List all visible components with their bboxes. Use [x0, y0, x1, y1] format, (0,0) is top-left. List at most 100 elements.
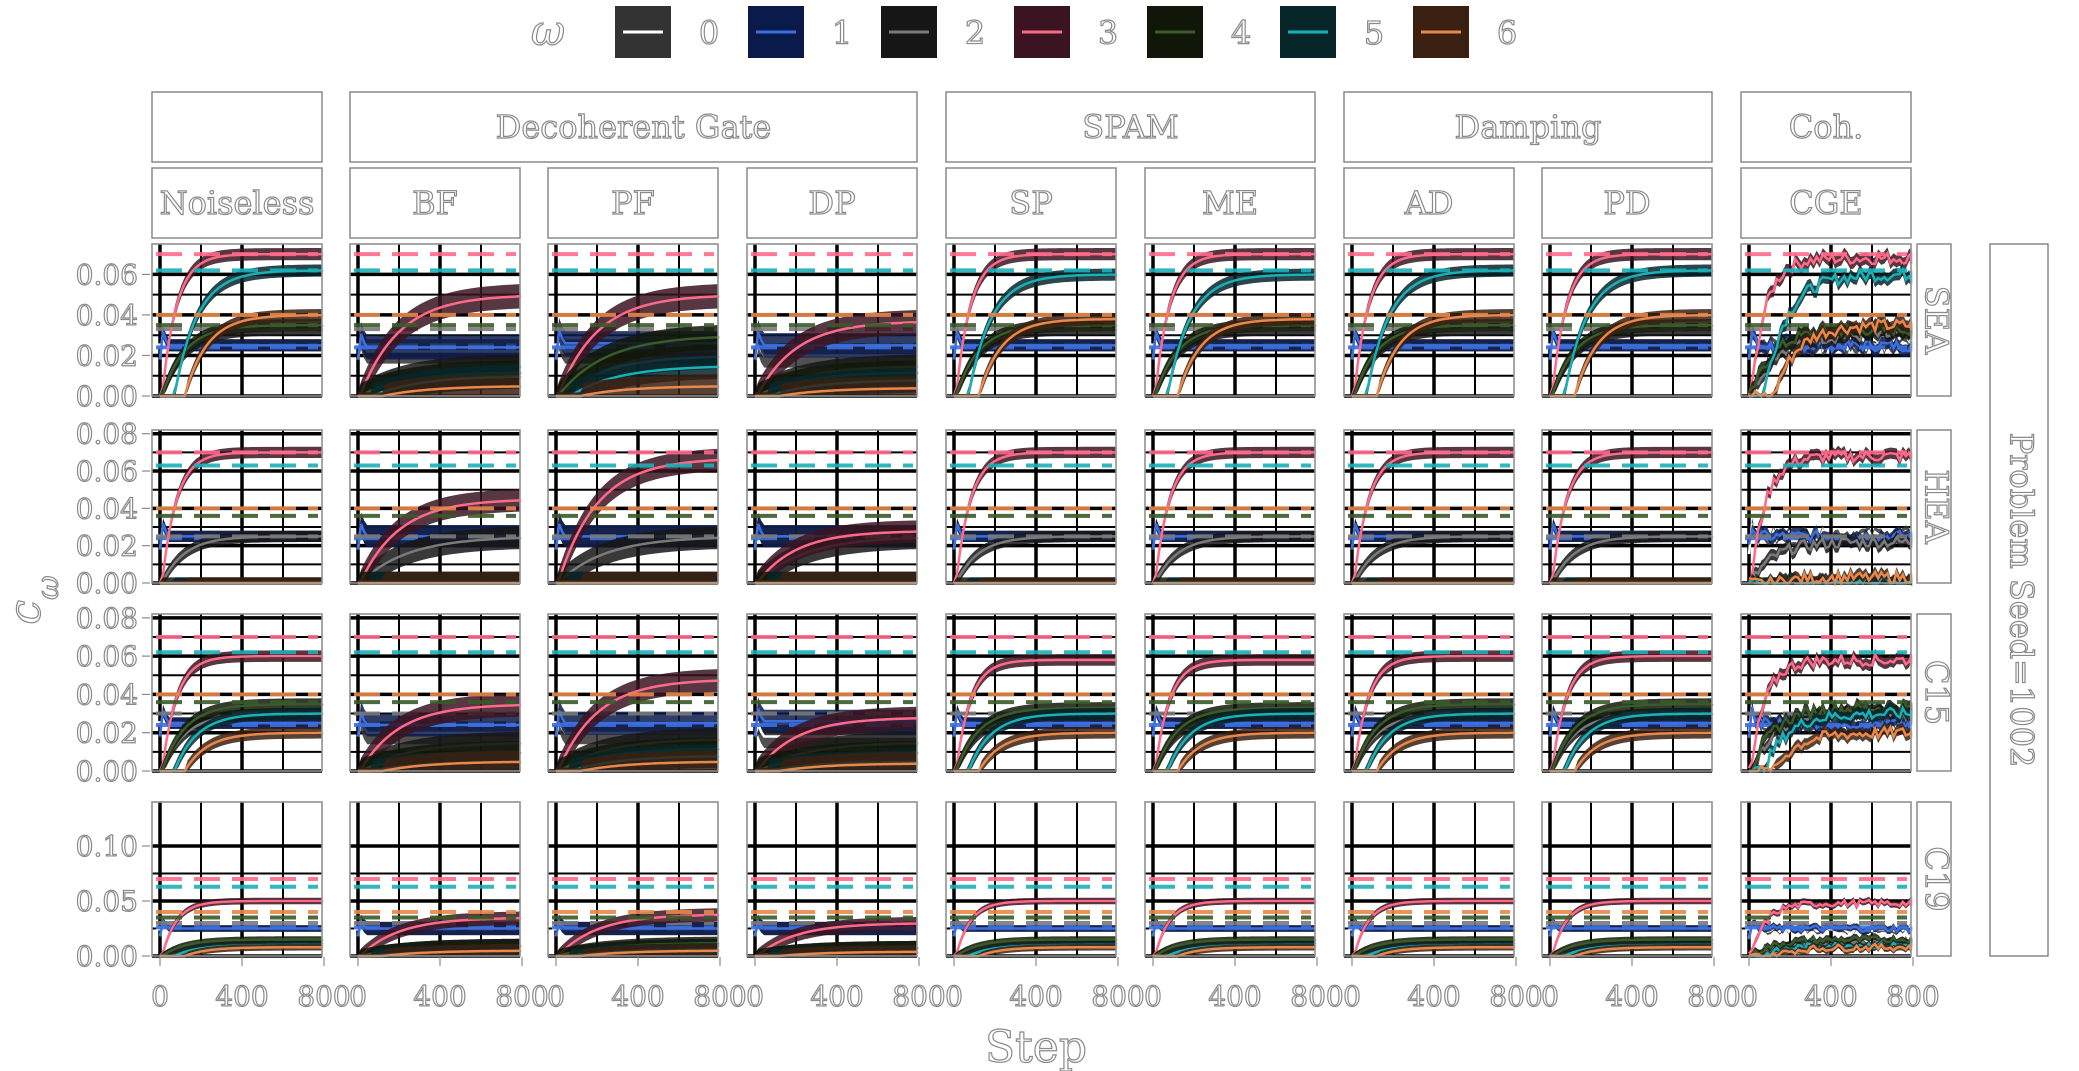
ribbon-series-6	[755, 752, 917, 771]
ytick-HEA-2: 0.04	[76, 492, 138, 525]
ytick-HEA-3: 0.06	[76, 455, 138, 488]
ribbon-series-6	[160, 577, 322, 583]
group-strip-label-3: Damping	[1455, 108, 1602, 146]
ribbon-series-3	[954, 897, 1116, 956]
ribbon-series-6	[358, 374, 520, 396]
line-series-3	[1549, 899, 1714, 957]
ribbon-series-6	[1550, 726, 1712, 771]
ribbon-series-4	[1550, 936, 1712, 956]
line-series-1	[753, 331, 917, 360]
ribbon-series-3	[755, 916, 917, 956]
panel-frame	[1541, 613, 1713, 772]
column-strip-CGE	[1740, 167, 1912, 239]
panel-frame	[349, 801, 521, 957]
line-series-3	[754, 717, 919, 773]
panel-C15-Noiseless	[151, 613, 324, 773]
ribbon-series-3	[1749, 247, 1911, 396]
column-strip-Noiseless	[151, 167, 323, 239]
ribbon-series-3	[358, 488, 520, 583]
group-strip-label-2: SPAM	[1082, 108, 1178, 146]
group-strip-2	[945, 91, 1316, 163]
legend-label-3: 3	[1098, 14, 1118, 52]
panel-HEA-PD	[1541, 429, 1714, 585]
ytick-HEA-0: 0.00	[76, 567, 138, 600]
xtick-AD-1: 400	[1407, 980, 1460, 1013]
row-strip-C19	[1916, 801, 1952, 957]
panel-frame	[1740, 613, 1912, 772]
panel-SEA-ME	[1144, 243, 1317, 398]
line-series-6	[1153, 317, 1317, 398]
line-series-5	[1550, 269, 1714, 398]
panel-frame	[945, 801, 1117, 957]
panel-C15-ME	[1144, 613, 1317, 773]
line-series-5	[1153, 273, 1317, 398]
ribbon-series-3	[556, 907, 718, 956]
panel-frame	[1343, 243, 1515, 397]
xtick-PD-2: 800	[1687, 980, 1740, 1013]
column-strip-label-AD: AD	[1404, 184, 1454, 222]
line-series-3	[158, 654, 324, 772]
panel-frame	[547, 613, 719, 772]
ytick-SEA-3: 0.06	[76, 258, 138, 291]
line-series-6	[160, 313, 324, 398]
row-strip-label-SEA: SEA	[1918, 286, 1956, 355]
line-series-6	[755, 762, 919, 773]
row-strip-label-HEA: HEA	[1918, 469, 1956, 544]
line-series-3	[555, 458, 720, 584]
xtick-CGE-0: 0	[1740, 980, 1758, 1013]
column-strip-label-ME: ME	[1202, 184, 1258, 222]
panel-SEA-BF	[349, 243, 522, 398]
ribbon-series-6	[755, 571, 917, 583]
ytick-HEA-1: 0.02	[76, 530, 138, 563]
ytick-SEA-2: 0.04	[76, 299, 138, 332]
panel-SEA-AD	[1343, 243, 1516, 398]
legend-label-6: 6	[1497, 14, 1517, 52]
panel-frame	[151, 243, 323, 397]
line-series-4	[1351, 702, 1516, 772]
group-strip-4	[1740, 91, 1912, 163]
panel-SEA-PF	[547, 243, 720, 398]
line-series-6	[1550, 731, 1714, 773]
legend-label-2: 2	[965, 14, 985, 52]
line-series-4	[555, 335, 720, 398]
panel-frame	[1541, 801, 1713, 957]
ribbon-series-4	[160, 936, 322, 956]
ribbon-series-6	[1153, 577, 1315, 583]
ribbon-series-1	[954, 325, 1116, 362]
panel-HEA-DP	[746, 429, 919, 585]
column-strip-label-DP: DP	[808, 184, 855, 222]
line-series-6	[1352, 313, 1516, 398]
line-series-6	[556, 760, 720, 773]
ribbon-series-5	[1749, 702, 1911, 771]
panel-frame	[1343, 801, 1515, 957]
xtick-CGE-2: 800	[1886, 980, 1939, 1013]
panel-C19-DP	[746, 801, 919, 958]
panel-frame	[1144, 429, 1316, 584]
line-series-6	[954, 731, 1118, 773]
legend-label-4: 4	[1231, 14, 1251, 52]
line-series-3	[1152, 899, 1317, 957]
line-series-4	[1351, 938, 1516, 958]
xtick-Noiseless-1: 400	[215, 980, 268, 1013]
ribbon-series-6	[1352, 726, 1514, 771]
panel-HEA-BF	[349, 429, 522, 585]
panel-frame	[746, 243, 918, 397]
ribbon-series-4	[556, 324, 718, 396]
line-series-6	[556, 949, 720, 958]
panel-frame	[1343, 429, 1515, 584]
legend-label-0: 0	[699, 14, 719, 52]
line-series-3	[555, 679, 720, 772]
panel-HEA-Noiseless	[151, 429, 324, 585]
xtick-SP-0: 0	[945, 980, 963, 1013]
line-series-6	[358, 949, 522, 958]
panel-frame	[746, 429, 918, 584]
panel-C15-BF	[349, 613, 522, 773]
ribbon-series-6	[160, 726, 322, 771]
ribbon-series-6	[1352, 308, 1514, 396]
line-series-4	[953, 938, 1118, 958]
line-series-3	[159, 899, 324, 957]
ytick-C15-4: 0.08	[76, 602, 138, 635]
panel-frame	[349, 243, 521, 397]
panel-C19-SP	[945, 801, 1118, 958]
